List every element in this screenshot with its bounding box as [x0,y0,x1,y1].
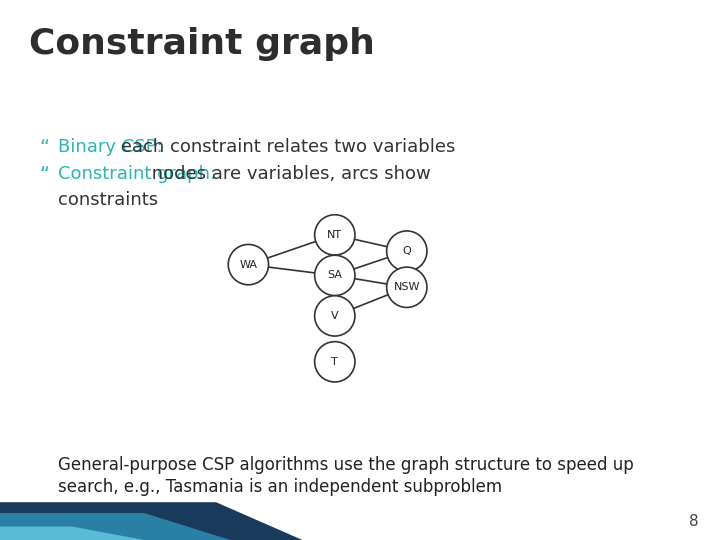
Text: General-purpose CSP algorithms use the graph structure to speed up: General-purpose CSP algorithms use the g… [58,456,634,474]
Text: constraints: constraints [58,191,158,208]
Ellipse shape [315,255,355,295]
Polygon shape [0,526,144,540]
Text: search, e.g., Tasmania is an independent subproblem: search, e.g., Tasmania is an independent… [58,478,502,496]
Text: T: T [331,357,338,367]
Text: Binary CSP:: Binary CSP: [58,138,162,156]
Text: NSW: NSW [394,282,420,292]
Ellipse shape [387,267,427,307]
Text: Q: Q [402,246,411,256]
Ellipse shape [315,342,355,382]
Text: WA: WA [239,260,258,269]
Ellipse shape [228,245,269,285]
Text: SA: SA [328,271,342,280]
Text: “: “ [40,165,50,184]
Ellipse shape [315,296,355,336]
Polygon shape [0,502,302,540]
Ellipse shape [315,215,355,255]
Ellipse shape [387,231,427,271]
Polygon shape [0,513,230,540]
Text: 8: 8 [689,514,698,529]
Text: NT: NT [327,230,343,240]
Text: Constraint graph:: Constraint graph: [58,165,216,183]
Text: each constraint relates two variables: each constraint relates two variables [114,138,455,156]
Text: V: V [331,311,338,321]
Text: “: “ [40,138,50,157]
Text: Constraint graph: Constraint graph [29,27,374,61]
Text: nodes are variables, arcs show: nodes are variables, arcs show [145,165,431,183]
